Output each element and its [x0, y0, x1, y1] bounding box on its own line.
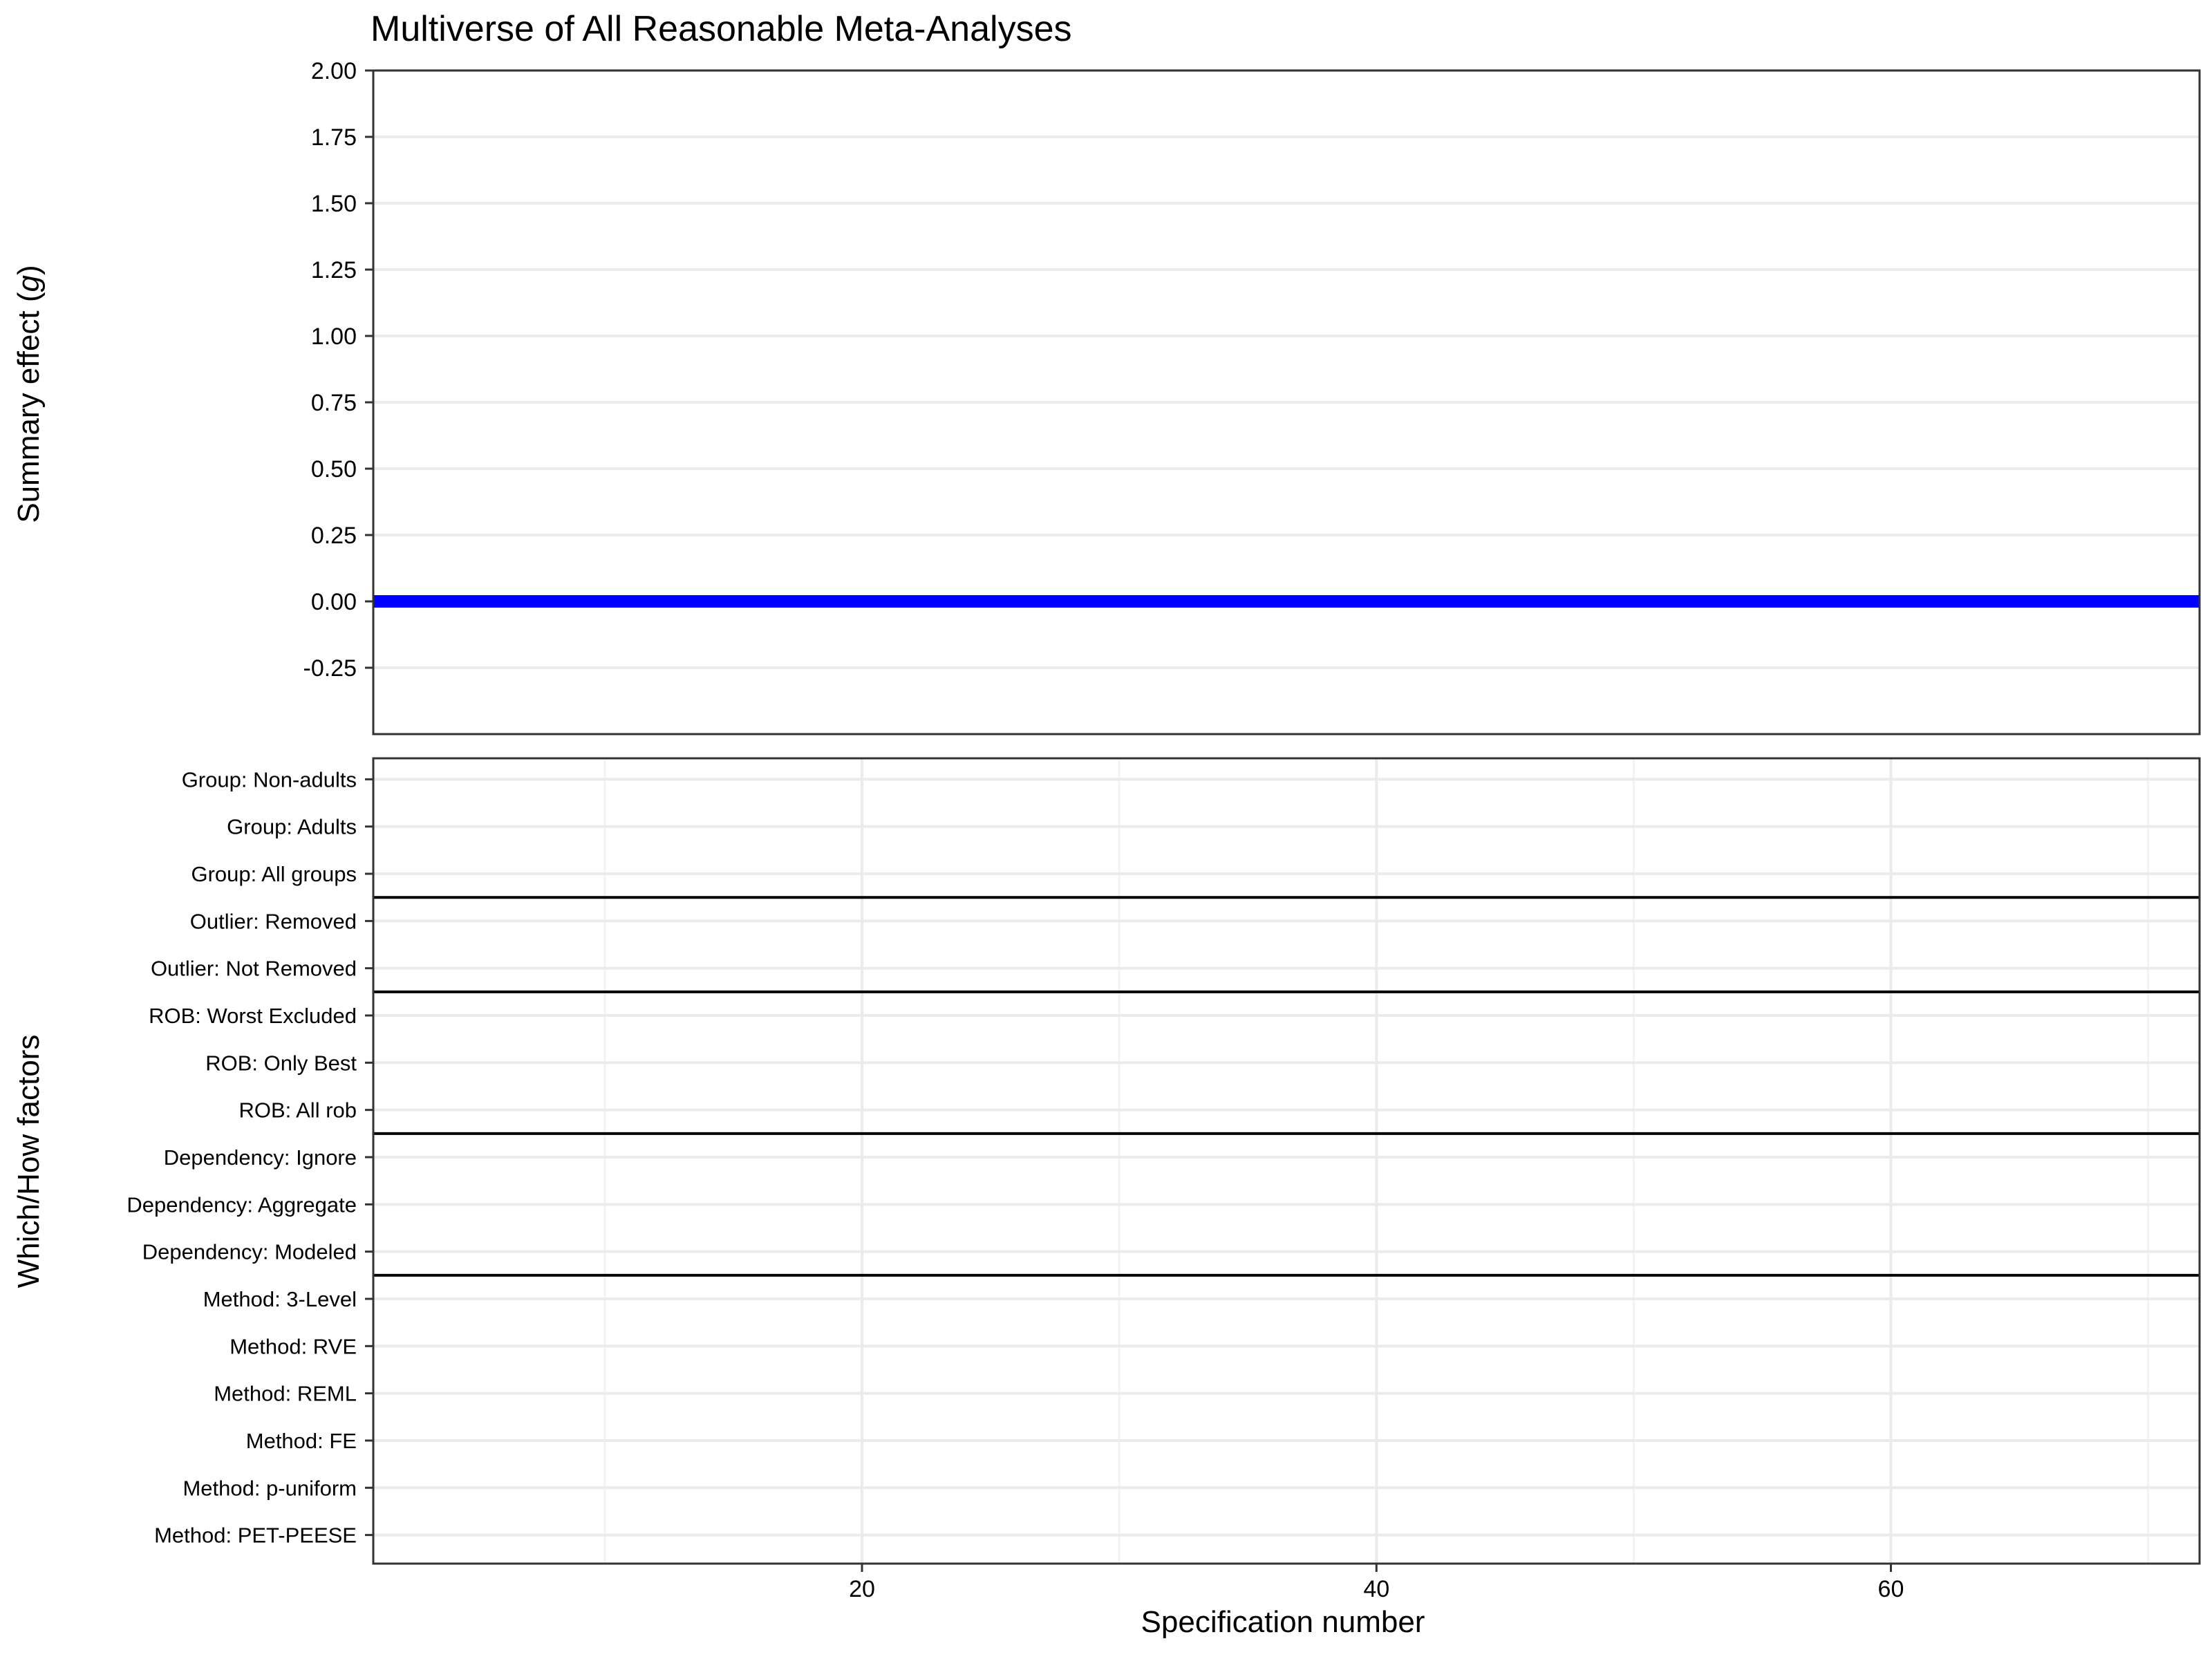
y-tick-label: 1.25 [311, 257, 357, 283]
factor-label: Method: PET-PEESE [154, 1524, 357, 1548]
y-tick-label: -0.25 [303, 655, 357, 682]
factor-label: ROB: Only Best [205, 1051, 357, 1075]
factor-label: ROB: Worst Excluded [149, 1004, 357, 1028]
factor-label: Group: Non-adults [182, 767, 357, 791]
y-tick-label: 1.50 [311, 191, 357, 217]
factor-label: Outlier: Not Removed [151, 957, 357, 981]
chart-title: Multiverse of All Reasonable Meta-Analys… [371, 9, 1072, 49]
y-tick-label: 2.00 [311, 58, 357, 84]
top-panel-border [372, 69, 2201, 735]
y-tick-label: 0.50 [311, 456, 357, 482]
x-tick-label: 60 [1878, 1576, 1904, 1602]
x-tick-label: 20 [849, 1576, 875, 1602]
bottom-panel-border [372, 757, 2201, 1565]
y-tick-label: 1.75 [311, 124, 357, 151]
factor-label: Method: REML [214, 1382, 357, 1406]
y-tick-label: 1.00 [311, 324, 357, 350]
factor-label: Group: Adults [227, 815, 357, 839]
factor-label: Method: 3-Level [203, 1287, 357, 1311]
factor-label: Dependency: Ignore [164, 1145, 357, 1170]
factor-label: Method: FE [246, 1429, 357, 1453]
factor-label: Dependency: Modeled [142, 1240, 357, 1264]
factor-label: Method: p-uniform [182, 1476, 357, 1500]
y-tick-label: 0.25 [311, 523, 357, 549]
factor-label: Group: All groups [191, 862, 357, 886]
x-tick-label: 40 [1363, 1576, 1389, 1602]
factor-label: Method: RVE [229, 1334, 357, 1358]
y-tick-label: 0.00 [311, 589, 357, 615]
x-axis-label: Specification number [1141, 1605, 1425, 1639]
factor-label: Outlier: Removed [190, 909, 357, 933]
y-tick-label: 0.75 [311, 390, 357, 416]
factor-label: Dependency: Aggregate [126, 1192, 357, 1217]
factor-label: ROB: All rob [238, 1098, 357, 1123]
